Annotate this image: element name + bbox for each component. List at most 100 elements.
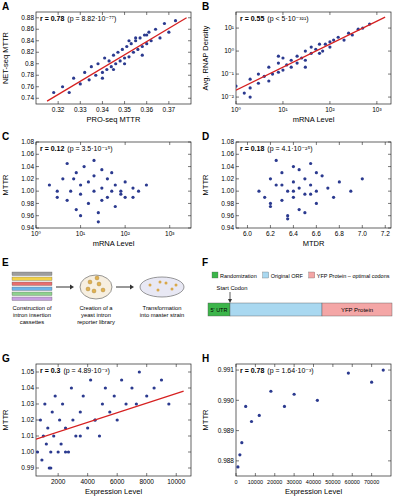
scatter-point [257, 72, 260, 75]
y-tick-label: 0.98 [21, 200, 34, 207]
x-tick [371, 364, 372, 367]
scatter-point [290, 59, 293, 62]
scatter-point [101, 71, 104, 74]
scatter-point [249, 86, 252, 89]
panel-letter: F [202, 257, 208, 268]
y-tick [36, 191, 39, 192]
annotation: r = 0.3 [40, 367, 61, 374]
x-tick [329, 101, 330, 104]
x-tick-label: 6000 [110, 478, 125, 485]
scatter-point [315, 190, 318, 193]
scatter-point [105, 68, 108, 71]
y-tick [388, 97, 391, 98]
y-tick [36, 17, 39, 18]
scatter-point [338, 180, 341, 183]
y-tick [388, 142, 391, 143]
x-tick-label: 6.4 [289, 230, 298, 237]
scatter-point [292, 196, 295, 199]
x-tick-label: 0 [234, 479, 237, 485]
x-tick [339, 142, 340, 145]
scatter-point [249, 95, 252, 98]
y-tick-label: 1.08 [21, 138, 34, 145]
y-tick [188, 404, 191, 405]
panel-b: B10⁰10¹10²10³10⁻²10⁻¹10⁰10¹mRNA LevelAvg… [201, 1, 391, 124]
scatter-point [100, 168, 103, 171]
x-tick [332, 364, 333, 367]
scatter-point [283, 405, 286, 408]
annotation: r = 0.78 [40, 15, 64, 22]
colony [149, 284, 152, 287]
x-tick [146, 12, 147, 15]
library [80, 275, 112, 299]
scatter-point [280, 171, 283, 174]
y-tick [236, 51, 239, 52]
x-tick [352, 364, 353, 367]
scatter-point [94, 74, 97, 77]
y-tick [36, 436, 39, 437]
segment-label: 5' UTR [211, 307, 228, 313]
scatter-point [382, 368, 385, 371]
y-tick [388, 203, 391, 204]
y-tick [36, 142, 39, 143]
y-tick [36, 388, 39, 389]
x-tick-label: 0.35 [118, 106, 131, 113]
scatter-point [238, 453, 241, 456]
y-tick-label: 1.03 [21, 400, 34, 407]
y-tick-label: 0.94 [221, 224, 234, 231]
x-tick [58, 473, 59, 476]
scatter-point [69, 190, 72, 193]
scatter-point [160, 378, 163, 381]
scatter-point [79, 434, 82, 437]
y-tick [388, 370, 391, 371]
y-tick [188, 98, 191, 99]
y-tick [188, 178, 191, 179]
scatter-point [119, 190, 122, 193]
annotation: (p = 4.89·10⁻³) [63, 367, 109, 375]
y-tick-label: 0.96 [21, 212, 34, 219]
x-tick [352, 473, 353, 476]
scatter-point [79, 193, 82, 196]
legend-label: YFP Protein – optimal codons [317, 273, 390, 279]
y-axis-label: Avg. RNAP Density [201, 25, 210, 90]
scatter-point [125, 45, 128, 48]
y-tick [388, 191, 391, 192]
y-tick [236, 191, 239, 192]
scatter-point [315, 202, 318, 205]
scatter-point [108, 410, 111, 413]
scatter-point [52, 91, 55, 94]
scatter-point [280, 199, 283, 202]
scatter-point [45, 442, 48, 445]
annotation: (p = 8.82·10⁻⁷⁷) [67, 15, 116, 23]
y-tick [36, 404, 39, 405]
scatter-point [74, 434, 77, 437]
fit-line [36, 391, 184, 439]
y-tick [36, 40, 39, 41]
x-tick [58, 101, 59, 104]
x-axis-label: mRNA Level [93, 239, 135, 248]
x-tick [80, 101, 81, 104]
panel-letter: C [2, 131, 9, 142]
y-tick [388, 228, 391, 229]
scatter-point [295, 62, 298, 65]
y-tick [236, 142, 239, 143]
scatter-point [130, 386, 133, 389]
x-tick [236, 12, 237, 15]
scatter-point [290, 66, 293, 69]
scatter-point [98, 434, 101, 437]
scatter-point [304, 66, 307, 69]
y-tick [36, 98, 39, 99]
x-tick-label: 10² [325, 106, 335, 113]
x-tick [294, 473, 295, 476]
scatter-point [258, 414, 261, 417]
scatter-point [309, 162, 312, 165]
cassette [12, 272, 52, 276]
y-tick [188, 52, 191, 53]
y-tick-label: 10¹ [225, 24, 235, 31]
scatter-point [277, 71, 280, 74]
x-tick [332, 473, 333, 476]
plot-frame [236, 12, 391, 104]
x-tick [168, 12, 169, 15]
marker-arrow [230, 292, 231, 300]
annotation: (p = 4.1·10⁻²⁵) [267, 145, 312, 153]
scatter-point [277, 62, 280, 65]
